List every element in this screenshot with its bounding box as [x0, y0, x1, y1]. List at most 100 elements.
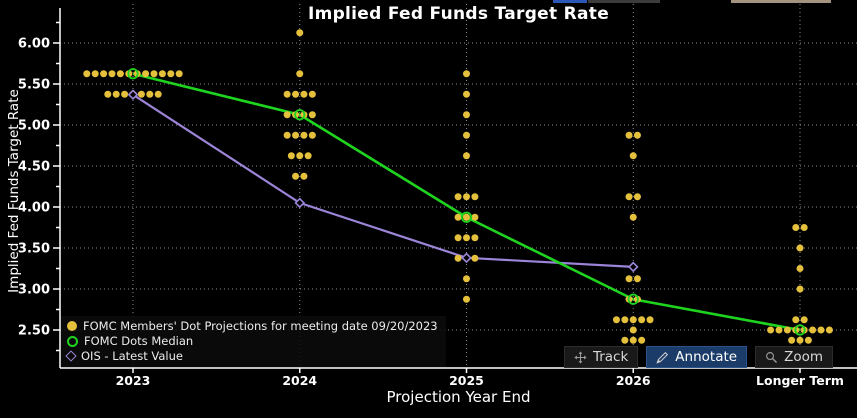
- y-tick-label: 4.50: [18, 160, 50, 175]
- fomc-dot: [792, 316, 800, 324]
- pencil-icon: [656, 351, 669, 364]
- fomc-dot: [804, 336, 812, 344]
- fomc-dot: [112, 90, 120, 98]
- zoom-button-label: Zoom: [784, 349, 823, 365]
- ois-swatch-icon: [65, 350, 77, 362]
- fomc-dot: [612, 316, 620, 324]
- fomc-dot: [158, 70, 166, 78]
- median-circle-marker: [127, 68, 139, 80]
- fomc-dot: [796, 244, 804, 252]
- fomc-dot: [137, 90, 145, 98]
- fomc-dot: [175, 70, 183, 78]
- fomc-dot: [796, 336, 804, 344]
- y-tick-label: 2.50: [18, 324, 50, 339]
- fomc-dot: [283, 131, 291, 139]
- ois-diamond-marker: [461, 252, 472, 264]
- fomc-dot: [304, 152, 312, 160]
- fomc-dot: [463, 111, 470, 119]
- legend-item-ois: OIS - Latest Value: [65, 349, 438, 363]
- fomc-dot: [308, 111, 316, 119]
- legend-item-dots: FOMC Members' Dot Projections for meetin…: [67, 319, 438, 333]
- fomc-dot: [287, 152, 295, 160]
- fomc-dot: [796, 265, 804, 272]
- fomc-dot: [463, 70, 470, 78]
- fomc-dot: [283, 111, 291, 119]
- y-tick-label: 3.50: [18, 242, 50, 257]
- legend-label-ois: OIS - Latest Value: [81, 349, 183, 363]
- chart-toolbar: Track Annotate Zoom: [563, 346, 833, 368]
- legend-label-dots: FOMC Members' Dot Projections for meetin…: [83, 319, 438, 333]
- fomc-dot: [621, 316, 629, 324]
- fomc-dot: [454, 193, 462, 201]
- ois-diamond-marker: [627, 261, 639, 273]
- fomc-dot: [629, 326, 637, 334]
- median-circle-marker: [794, 324, 806, 336]
- fomc-dot: [788, 336, 796, 344]
- x-tick-label: 2026: [616, 373, 651, 388]
- fomc-dot: [100, 70, 108, 78]
- legend: FOMC Members' Dot Projections for meetin…: [61, 316, 446, 367]
- fomc-dot: [292, 90, 300, 98]
- fomc-dot: [283, 90, 291, 98]
- fomc-dot: [463, 213, 470, 221]
- y-tick-label: 4.00: [18, 201, 50, 216]
- fomc-dot: [629, 336, 637, 344]
- fomc-dot: [300, 172, 308, 180]
- fomc-dot: [292, 172, 300, 180]
- fomc-dot: [300, 90, 308, 98]
- legend-item-median: FOMC Dots Median: [67, 334, 438, 348]
- median-swatch-icon: [67, 335, 78, 347]
- ois-diamond-marker: [127, 89, 139, 100]
- fomc-dot: [454, 234, 462, 242]
- x-axis-title: Projection Year End: [386, 388, 531, 406]
- fomc-dot: [463, 234, 470, 242]
- fomc-dot: [121, 90, 129, 98]
- blue-tab-edge: [553, 0, 587, 3]
- median-circle-marker: [294, 109, 306, 121]
- fomc-dot: [292, 131, 300, 139]
- ois-diamond-marker: [294, 197, 306, 209]
- fomc-dot: [300, 131, 308, 139]
- fomc-dot: [800, 224, 808, 231]
- fomc-dot: [463, 295, 470, 303]
- y-tick-label: 5.00: [18, 119, 50, 134]
- fomc-dot: [154, 90, 162, 98]
- median-circle-marker: [627, 293, 639, 305]
- fomc-dot: [471, 254, 479, 262]
- fomc-dot: [800, 316, 808, 324]
- fomc-dot: [625, 193, 633, 201]
- move-cross-icon: [574, 350, 587, 364]
- fomc-dot: [621, 336, 629, 344]
- fomc-dot: [454, 213, 462, 221]
- fomc-dot: [767, 326, 775, 334]
- fomc-dot: [638, 316, 646, 324]
- fomc-dot: [796, 285, 804, 293]
- x-tick-label: Longer Term: [756, 373, 844, 388]
- fomc-dot: [83, 70, 91, 78]
- fomc-dot: [633, 131, 641, 139]
- fomc-dot: [629, 152, 637, 160]
- annotate-button[interactable]: Annotate: [646, 346, 748, 368]
- fomc-dot: [471, 234, 479, 242]
- ois-line: [132, 93, 634, 268]
- tan-tab-edge: [731, 0, 831, 3]
- fomc-dot: [471, 213, 479, 221]
- y-tick-label: 5.50: [18, 78, 50, 93]
- fomc-dot: [463, 275, 470, 283]
- x-tick-label: 2024: [282, 373, 317, 388]
- fomc-dot: [825, 326, 833, 334]
- fomc-dot: [463, 193, 470, 201]
- fomc-dot: [792, 224, 800, 231]
- fomc-dot: [633, 275, 641, 283]
- fomc-dot: [296, 152, 304, 160]
- fomc-dot: [150, 70, 158, 78]
- fomc-dot: [116, 70, 124, 78]
- fomc-dot: [638, 336, 646, 344]
- zoom-button[interactable]: Zoom: [755, 346, 833, 368]
- track-button[interactable]: Track: [563, 346, 639, 368]
- fomc-dot: [471, 193, 479, 201]
- y-tick-label: 3.00: [18, 283, 50, 298]
- fomc-dot: [104, 90, 112, 98]
